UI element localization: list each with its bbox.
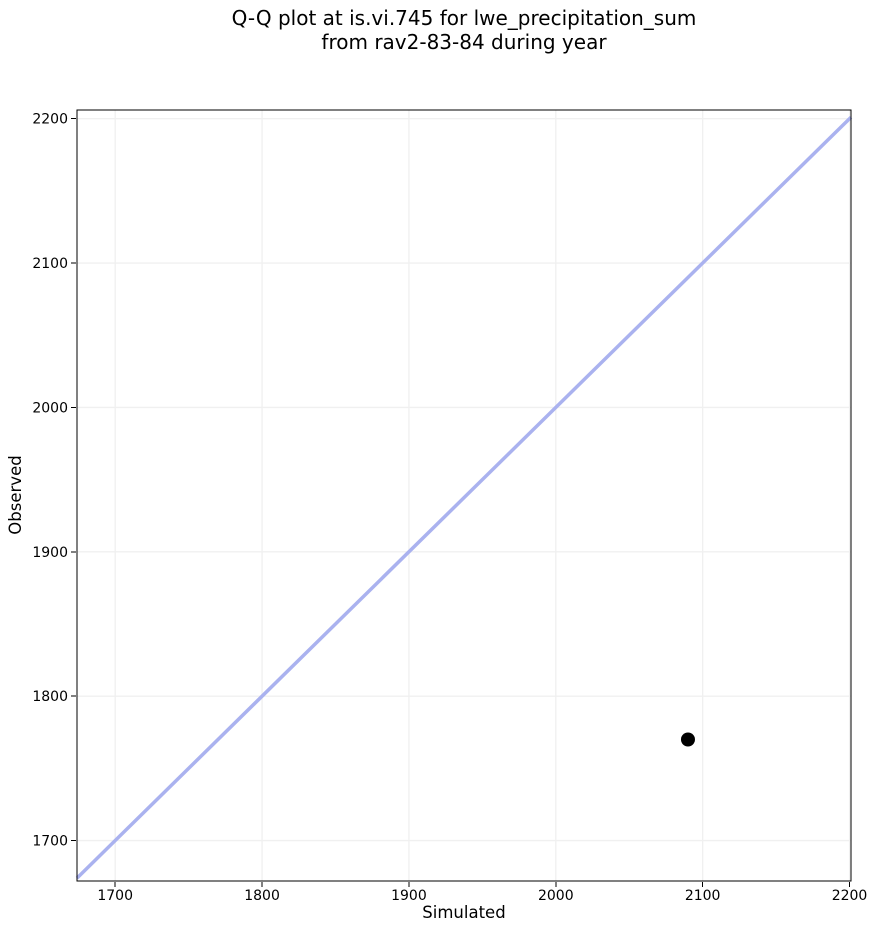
y-tick-label: 2000 (32, 400, 68, 416)
identity-line (75, 115, 853, 880)
x-tick-label: 1700 (97, 888, 133, 904)
x-tick-label: 1900 (391, 888, 427, 904)
y-tick-label: 1900 (32, 545, 68, 561)
x-axis-label: Simulated (422, 903, 505, 922)
x-tick-label: 2100 (685, 888, 721, 904)
x-tick-label: 1800 (244, 888, 280, 904)
chart-title-line1: Q-Q plot at is.vi.745 for lwe_precipitat… (232, 6, 697, 30)
x-tick-label: 2000 (538, 888, 574, 904)
y-tick-label: 1800 (32, 689, 68, 705)
chart-title-line2: from rav2-83-84 during year (321, 30, 607, 54)
y-tick-label: 2200 (32, 112, 68, 128)
plot-generated-layer: 1700 1800 1900 2000 2100 2200 1700 1800 1900 2000… (32, 109, 868, 904)
y-tick-label: 1700 (32, 834, 68, 850)
plot-border (76, 109, 852, 882)
y-tick-label: 2100 (32, 256, 68, 272)
data-point (680, 732, 695, 747)
y-axis-label: Observed (6, 455, 25, 534)
x-tick-label: 2200 (832, 888, 868, 904)
